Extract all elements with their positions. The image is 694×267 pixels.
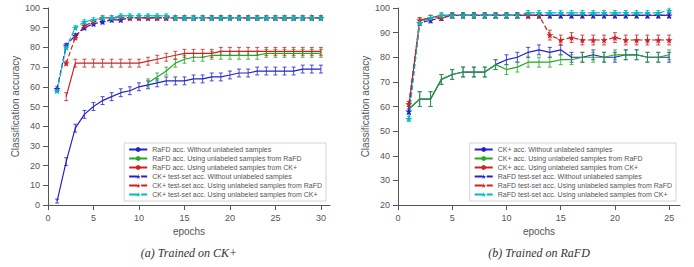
svg-text:20: 20 xyxy=(610,213,620,223)
svg-text:CK+ test-set acc. Using unlabe: CK+ test-set acc. Using unlabeled sample… xyxy=(152,191,317,199)
svg-text:60: 60 xyxy=(380,102,390,112)
svg-text:30: 30 xyxy=(380,175,390,185)
svg-text:0: 0 xyxy=(35,200,40,210)
svg-text:0: 0 xyxy=(395,213,400,223)
svg-text:CK+ test-set acc. Without unla: CK+ test-set acc. Without unlabeled samp… xyxy=(152,173,292,181)
svg-text:15: 15 xyxy=(556,213,566,223)
svg-text:5: 5 xyxy=(91,213,96,223)
svg-text:15: 15 xyxy=(179,213,189,223)
svg-text:0: 0 xyxy=(45,213,50,223)
svg-text:20: 20 xyxy=(30,161,40,171)
svg-text:RaFD test-set acc. Using unlab: RaFD test-set acc. Using unlabeled sampl… xyxy=(498,191,668,199)
svg-text:10: 10 xyxy=(501,213,511,223)
svg-text:90: 90 xyxy=(30,23,40,33)
svg-text:RaFD acc. Without unlabeled sa: RaFD acc. Without unlabeled samples xyxy=(152,146,272,154)
svg-text:Classification accuracy: Classification accuracy xyxy=(360,56,371,158)
svg-text:100: 100 xyxy=(25,3,40,13)
svg-text:40: 40 xyxy=(30,121,40,131)
svg-text:20: 20 xyxy=(225,213,235,223)
svg-text:10: 10 xyxy=(30,180,40,190)
svg-text:80: 80 xyxy=(380,52,390,62)
svg-text:25: 25 xyxy=(664,213,674,223)
svg-text:10: 10 xyxy=(134,213,144,223)
svg-text:RaFD test-set acc. Using unlab: RaFD test-set acc. Using unlabeled sampl… xyxy=(498,182,672,190)
svg-text:100: 100 xyxy=(375,3,390,13)
svg-text:CK+ test-set acc. Using unlabe: CK+ test-set acc. Using unlabeled sample… xyxy=(152,182,322,190)
svg-text:RaFD acc. Using unlabeled samp: RaFD acc. Using unlabeled samples from R… xyxy=(152,155,301,163)
svg-text:epochs: epochs xyxy=(523,226,555,237)
svg-text:70: 70 xyxy=(30,62,40,72)
svg-text:RaFD test-set acc. Without unl: RaFD test-set acc. Without unlabeled sam… xyxy=(498,173,642,181)
svg-text:60: 60 xyxy=(30,82,40,92)
svg-text:RaFD acc. Using unlabeled samp: RaFD acc. Using unlabeled samples from C… xyxy=(152,164,297,172)
svg-text:CK+ acc. Using unlabeled sampl: CK+ acc. Using unlabeled samples from Ra… xyxy=(498,155,643,163)
svg-text:80: 80 xyxy=(30,42,40,52)
svg-text:CK+ acc. Without unlabeled sam: CK+ acc. Without unlabeled samples xyxy=(498,146,613,154)
svg-text:50: 50 xyxy=(30,102,40,112)
svg-text:30: 30 xyxy=(316,213,326,223)
svg-text:(b) Trained on RaFD: (b) Trained on RaFD xyxy=(488,246,590,260)
svg-text:(a) Trained on CK+: (a) Trained on CK+ xyxy=(141,246,237,260)
svg-text:epochs: epochs xyxy=(173,226,205,237)
svg-text:5: 5 xyxy=(450,213,455,223)
svg-text:Classification accuracy: Classification accuracy xyxy=(10,56,21,158)
svg-text:50: 50 xyxy=(380,126,390,136)
svg-text:90: 90 xyxy=(380,28,390,38)
svg-text:20: 20 xyxy=(380,200,390,210)
svg-text:70: 70 xyxy=(380,77,390,87)
svg-text:40: 40 xyxy=(380,151,390,161)
svg-text:30: 30 xyxy=(30,141,40,151)
svg-text:25: 25 xyxy=(270,213,280,223)
svg-text:CK+ acc. Using unlabeled sampl: CK+ acc. Using unlabeled samples from CK… xyxy=(498,164,638,172)
